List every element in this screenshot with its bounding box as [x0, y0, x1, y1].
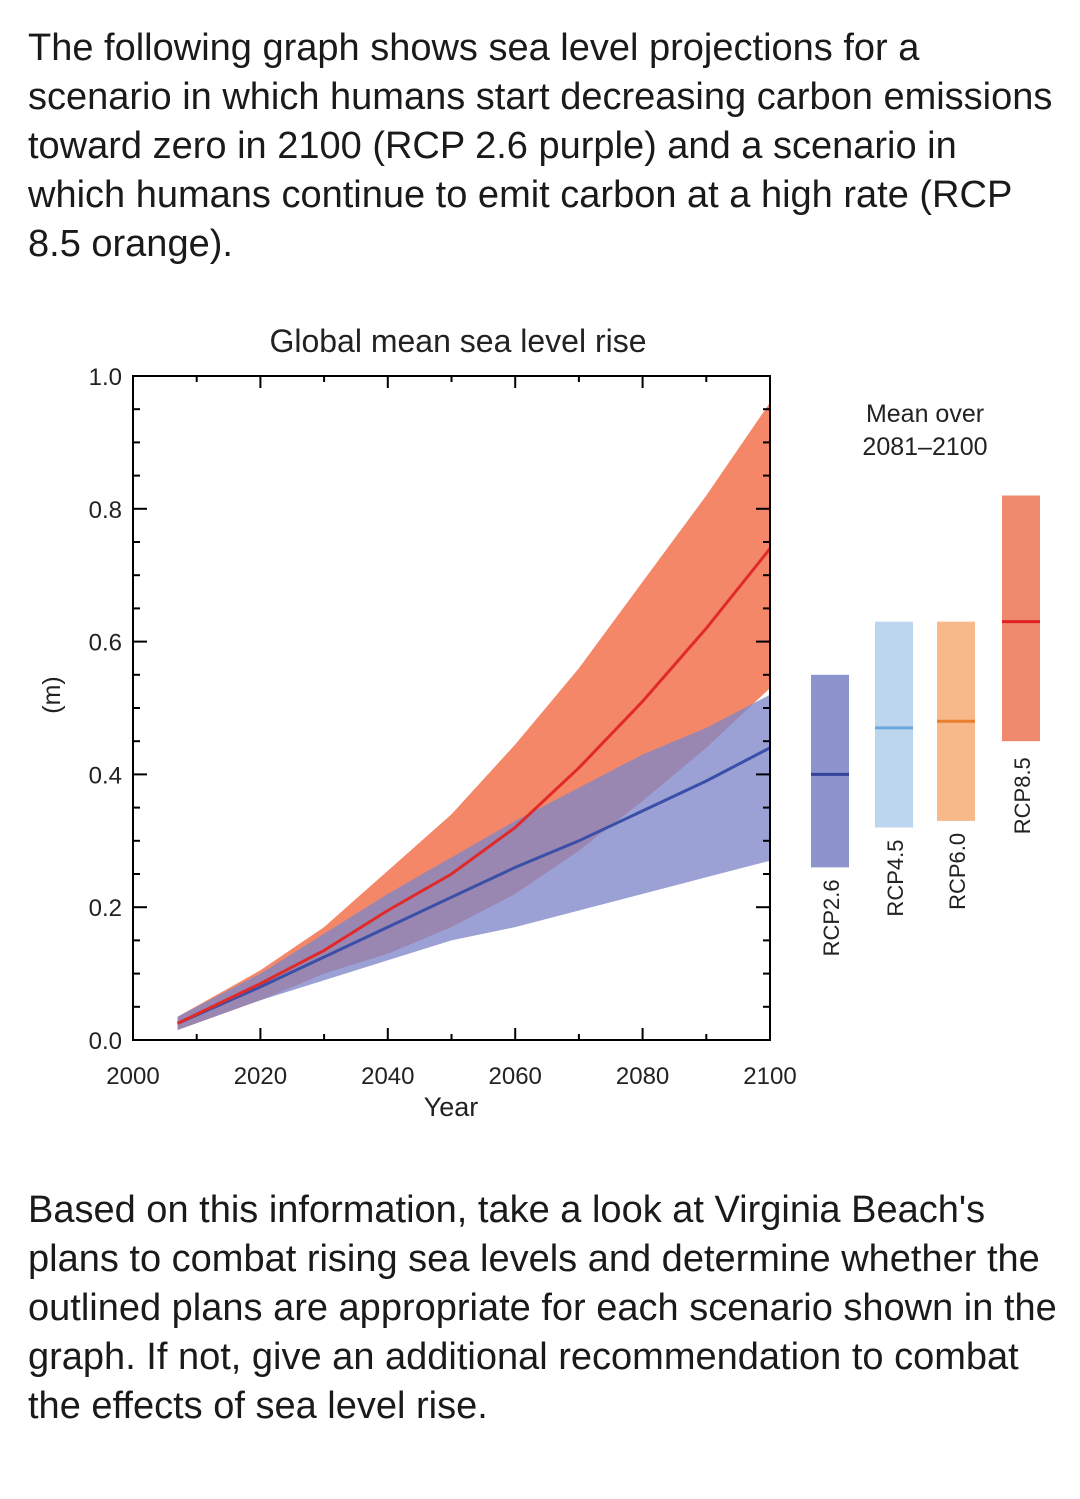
sea-level-chart: Global mean sea level rise 0.0 0.2 0.4 0.6 0… — [38, 323, 1040, 1122]
y-tick-label: 1.0 — [89, 364, 122, 391]
range-bar-label-rcp45: RCP4.5 — [883, 840, 908, 917]
range-bar-label-rcp85: RCP8.5 — [1010, 757, 1035, 834]
y-tick-label: 0.6 — [89, 630, 122, 657]
y-tick-label: 0.0 — [89, 1028, 122, 1055]
question-paragraph: Based on this information, take a look a… — [28, 1189, 1057, 1427]
range-bar-rcp26 — [811, 674, 849, 868]
x-tick-label: 2020 — [234, 1063, 287, 1090]
band-rcp85 — [177, 402, 771, 1031]
x-tick-label: 2000 — [106, 1063, 159, 1090]
intro-paragraph: The following graph shows sea level proj… — [28, 27, 1053, 265]
y-tick-label: 0.8 — [89, 497, 122, 524]
x-tick-label: 2080 — [616, 1063, 669, 1090]
line-rcp26 — [176, 746, 771, 1025]
line-rcp85 — [176, 547, 772, 1025]
chart-title: Global mean sea level rise — [269, 323, 646, 359]
band-rcp26 — [177, 694, 771, 1030]
range-bar-rcp45 — [875, 621, 913, 828]
y-tick-label: 0.4 — [89, 762, 122, 789]
range-bar-rcp85 — [1002, 495, 1040, 742]
y-tick-label: 0.2 — [89, 895, 122, 922]
x-axis-label: Year — [424, 1092, 479, 1122]
range-bar-label-rcp60: RCP6.0 — [945, 833, 970, 910]
y-axis-label: (m) — [38, 676, 66, 713]
x-tick-label: 2040 — [361, 1063, 414, 1090]
plot-frame — [132, 375, 771, 1041]
bars-title-line-2: 2081–2100 — [862, 433, 987, 461]
range-bar-label-rcp26: RCP2.6 — [819, 879, 844, 956]
bars-title-line-1: Mean over — [866, 400, 984, 428]
x-tick-label: 2100 — [743, 1063, 796, 1090]
x-tick-label: 2060 — [489, 1063, 542, 1090]
